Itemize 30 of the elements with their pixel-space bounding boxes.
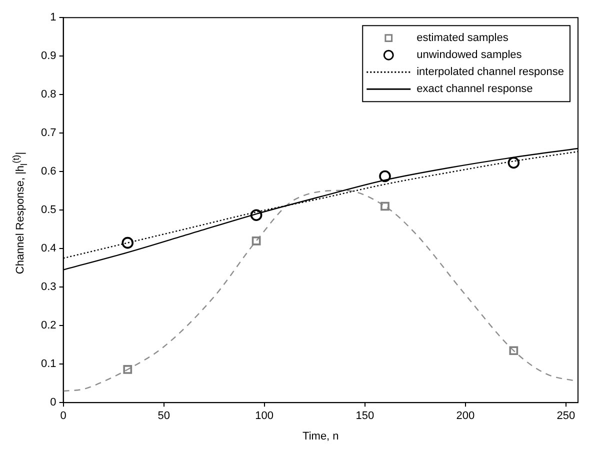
legend-label: interpolated channel response	[416, 66, 564, 78]
x-tick-label: 150	[356, 410, 374, 422]
point	[122, 236, 134, 249]
x-tick-label: 100	[255, 410, 274, 422]
point	[379, 170, 391, 182]
point	[250, 209, 262, 222]
legend-label: exact channel response	[416, 83, 533, 96]
legend-label: unwindowed samples	[416, 49, 522, 62]
point	[123, 365, 132, 374]
y-tick-label: 0	[50, 396, 56, 409]
y-tick-label: 0.8	[40, 88, 56, 101]
y-tick-label: 0.9	[40, 50, 56, 62]
y-tick-label: 0.6	[40, 166, 56, 178]
y-tick-label: 0.3	[40, 281, 56, 294]
y-tick-label: 0.5	[40, 204, 56, 216]
y-tick-label: 0.1	[40, 358, 56, 370]
x-tick-label: 0	[60, 410, 66, 422]
x-tick-label: 200	[456, 410, 475, 422]
point	[380, 202, 390, 211]
y-tick-label: 0.2	[40, 320, 56, 332]
y-tick-label: 0.4	[40, 242, 56, 255]
x-tick-label: 250	[556, 410, 576, 422]
x-tick-label: 50	[158, 410, 170, 422]
point	[252, 236, 261, 246]
x-axis-title: Time, n	[302, 430, 339, 442]
y-tick-label: 0.7	[40, 127, 56, 140]
point	[509, 346, 518, 356]
legend-label: estimated samples	[416, 32, 509, 44]
point	[508, 156, 520, 169]
y-tick-label: 1	[50, 12, 56, 24]
